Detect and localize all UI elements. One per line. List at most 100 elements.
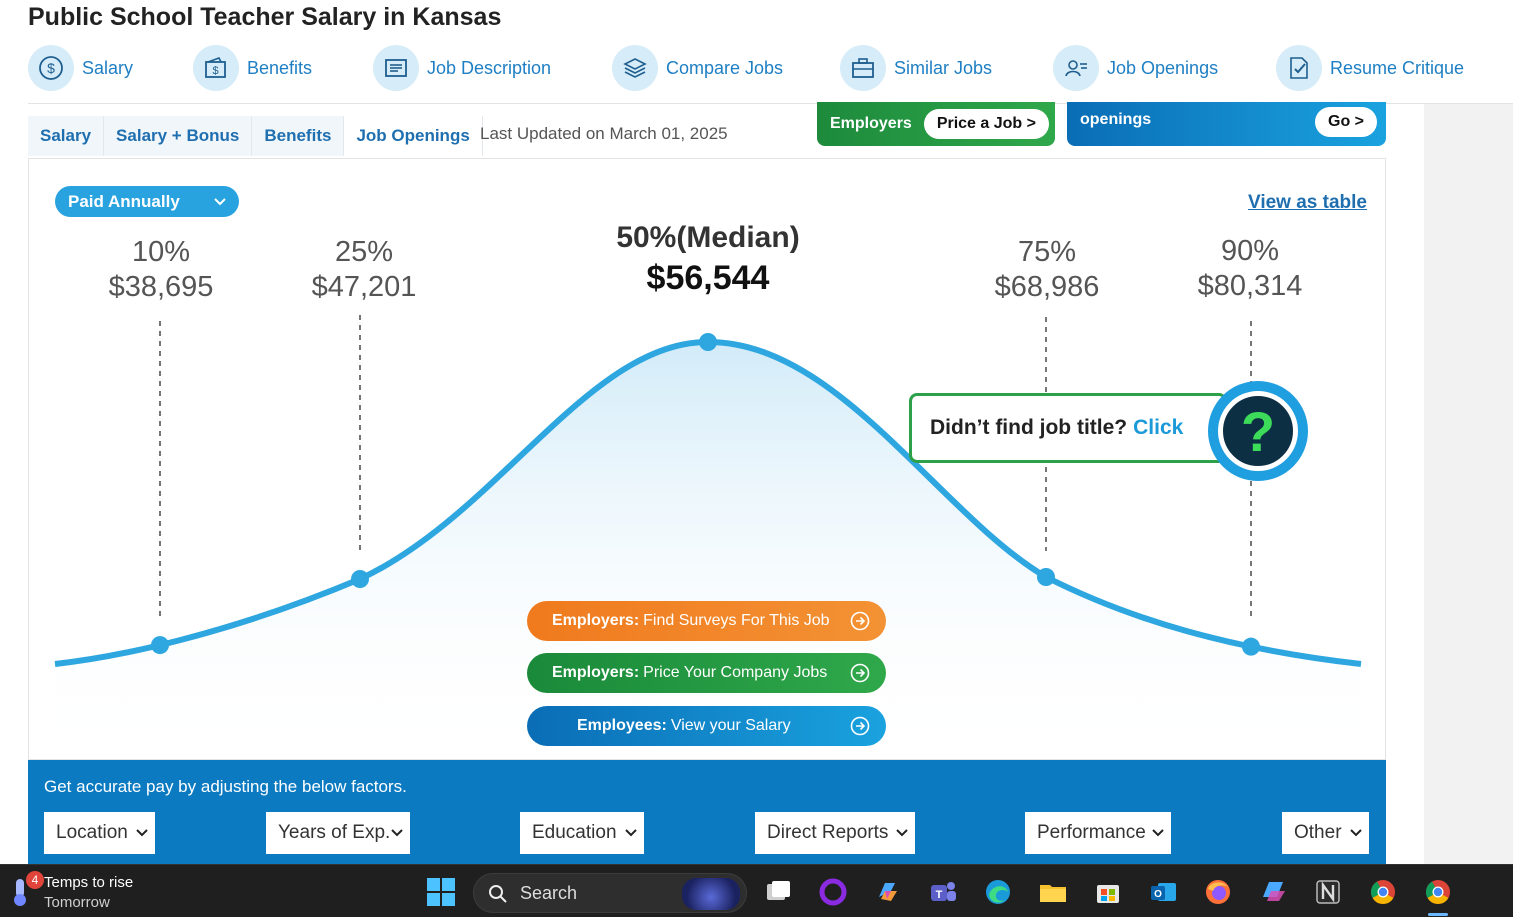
cortana-ring-icon[interactable] — [816, 875, 850, 909]
didnt-find-job-title-button[interactable]: Didn’t find job title? Click — [909, 393, 1227, 463]
svg-text:$: $ — [212, 65, 218, 77]
weather-badge: 4 — [26, 871, 44, 889]
factor-other-select[interactable]: Other — [1282, 812, 1369, 854]
view-salary-bold: Employees: — [577, 717, 667, 734]
microsoft-365-icon[interactable] — [1256, 875, 1290, 909]
price-a-job-button[interactable]: Price a Job > — [923, 109, 1049, 139]
subtab-job-openings[interactable]: Job Openings — [344, 116, 483, 156]
percentile-median-label: 50%(Median) — [616, 221, 800, 254]
percentile-p75-value: $68,986 — [994, 271, 1100, 303]
paid-period-label: Paid Annually — [68, 191, 180, 211]
factor-years-select[interactable]: Years of Exp. — [266, 812, 410, 854]
point-p75 — [1037, 568, 1055, 586]
document-icon — [373, 45, 419, 91]
nav-salary[interactable]: $ Salary — [28, 44, 133, 92]
firefox-icon[interactable] — [1201, 875, 1235, 909]
nav-similar-jobs-label: Similar Jobs — [894, 57, 993, 78]
percentile-p25-value: $47,201 — [311, 271, 417, 303]
pay-factors-hint: Get accurate pay by adjusting the below … — [44, 777, 407, 796]
factor-performance-select[interactable]: Performance — [1025, 812, 1171, 854]
price-company-text: Price Your Company Jobs — [643, 664, 828, 681]
nav-resume-critique-label: Resume Critique — [1330, 57, 1465, 78]
resume-check-icon — [1276, 45, 1322, 91]
svg-text:$: $ — [47, 60, 55, 76]
factor-years-label: Years of Exp. — [278, 822, 391, 843]
chrome-active-icon[interactable] — [1421, 875, 1455, 909]
page-title-mid: Salary in — [294, 3, 413, 31]
factor-direct-reports-select[interactable]: Direct Reports — [755, 812, 915, 854]
price-company-jobs-button[interactable]: Employers: Price Your Company Jobs — [527, 653, 886, 693]
didnt-find-text: Didn’t find job title? — [930, 416, 1128, 439]
factor-performance-label: Performance — [1037, 822, 1146, 843]
find-surveys-button[interactable]: Employers: Find Surveys For This Job — [527, 601, 886, 641]
wallet-icon: $ — [193, 45, 239, 91]
chevron-down-icon — [896, 829, 908, 837]
taskbar-search-label: Search — [520, 883, 578, 903]
svg-text:T: T — [936, 889, 943, 901]
briefcase-icon — [840, 45, 886, 91]
find-surveys-text: Find Surveys For This Job — [643, 612, 830, 629]
percentile-p90: 90% $80,314 — [1160, 234, 1340, 304]
nav-job-description-label: Job Description — [427, 57, 552, 78]
svg-text:O: O — [1154, 889, 1162, 900]
nav-job-description[interactable]: Job Description — [373, 44, 551, 92]
nav-compare-jobs[interactable]: Compare Jobs — [612, 44, 783, 92]
subtab-benefits[interactable]: Benefits — [252, 116, 345, 156]
factor-location-select[interactable]: Location — [44, 812, 155, 854]
point-p10 — [151, 636, 169, 655]
subtab-salary-bonus[interactable]: Salary + Bonus — [104, 116, 253, 156]
nav-benefits-label: Benefits — [247, 57, 313, 78]
factor-education-label: Education — [532, 822, 617, 843]
nav-resume-critique[interactable]: Resume Critique — [1276, 44, 1464, 92]
nav-similar-jobs[interactable]: Similar Jobs — [840, 44, 992, 92]
factor-education-select[interactable]: Education — [520, 812, 644, 854]
taskbar-search[interactable]: Search — [473, 873, 747, 913]
weather-line1: Temps to rise — [44, 874, 134, 891]
chevron-down-icon — [391, 829, 403, 837]
layers-icon — [612, 45, 658, 91]
openings-banner: openings Go > — [1067, 102, 1386, 146]
weather-widget[interactable]: 4 Temps to rise Tomorrow — [8, 871, 168, 913]
windows-start-icon[interactable] — [424, 875, 458, 909]
chrome-icon[interactable] — [1366, 875, 1400, 909]
right-gutter — [1424, 104, 1513, 864]
salary-chart-panel: Paid Annually View as table 10% $38,695 … — [28, 158, 1386, 761]
search-icon — [489, 885, 507, 903]
microsoft-store-icon[interactable] — [1091, 875, 1125, 909]
teams-icon[interactable]: T — [926, 875, 960, 909]
factor-direct-reports-label: Direct Reports — [767, 822, 889, 843]
nav-job-openings[interactable]: Job Openings — [1053, 44, 1218, 92]
edge-icon[interactable] — [981, 875, 1015, 909]
page-title: Public School Teacher Salary in Kansas — [28, 2, 501, 32]
nav-benefits[interactable]: $ Benefits — [193, 44, 312, 92]
percentile-p25-label: 25% — [334, 236, 394, 268]
subtab-salary[interactable]: Salary — [28, 116, 105, 156]
copilot-icon[interactable] — [871, 875, 905, 909]
openings-go-button[interactable]: Go > — [1315, 107, 1378, 137]
chevron-down-icon — [1350, 829, 1362, 837]
view-as-table-link[interactable]: View as table — [1248, 192, 1367, 213]
page-title-job: Public School Teacher — [28, 3, 295, 31]
help-question-icon[interactable]: ? — [1208, 381, 1308, 481]
factor-location-label: Location — [56, 822, 128, 843]
paid-period-select[interactable]: Paid Annually — [55, 186, 239, 217]
nav-job-openings-label: Job Openings — [1107, 57, 1219, 78]
percentile-p10-label: 10% — [131, 236, 191, 268]
chevron-down-icon — [1152, 829, 1164, 837]
task-view-icon[interactable] — [761, 875, 795, 909]
view-your-salary-button[interactable]: Employees: View your Salary — [527, 706, 886, 746]
point-p50 — [699, 333, 717, 351]
point-p90 — [1242, 637, 1260, 656]
notion-icon[interactable] — [1311, 875, 1345, 909]
sub-tabs: Salary Salary + Bonus Benefits Job Openi… — [28, 116, 483, 156]
weather-line2: Tomorrow — [44, 894, 110, 911]
percentile-p75: 75% $68,986 — [957, 235, 1137, 305]
thermometer-icon — [14, 879, 26, 906]
outlook-icon[interactable]: O — [1146, 875, 1180, 909]
file-explorer-icon[interactable] — [1036, 875, 1070, 909]
nav-salary-label: Salary — [82, 57, 134, 78]
arrow-circle-right-icon — [850, 716, 870, 736]
didnt-find-click: Click — [1133, 416, 1184, 439]
price-company-bold: Employers: — [552, 664, 640, 681]
